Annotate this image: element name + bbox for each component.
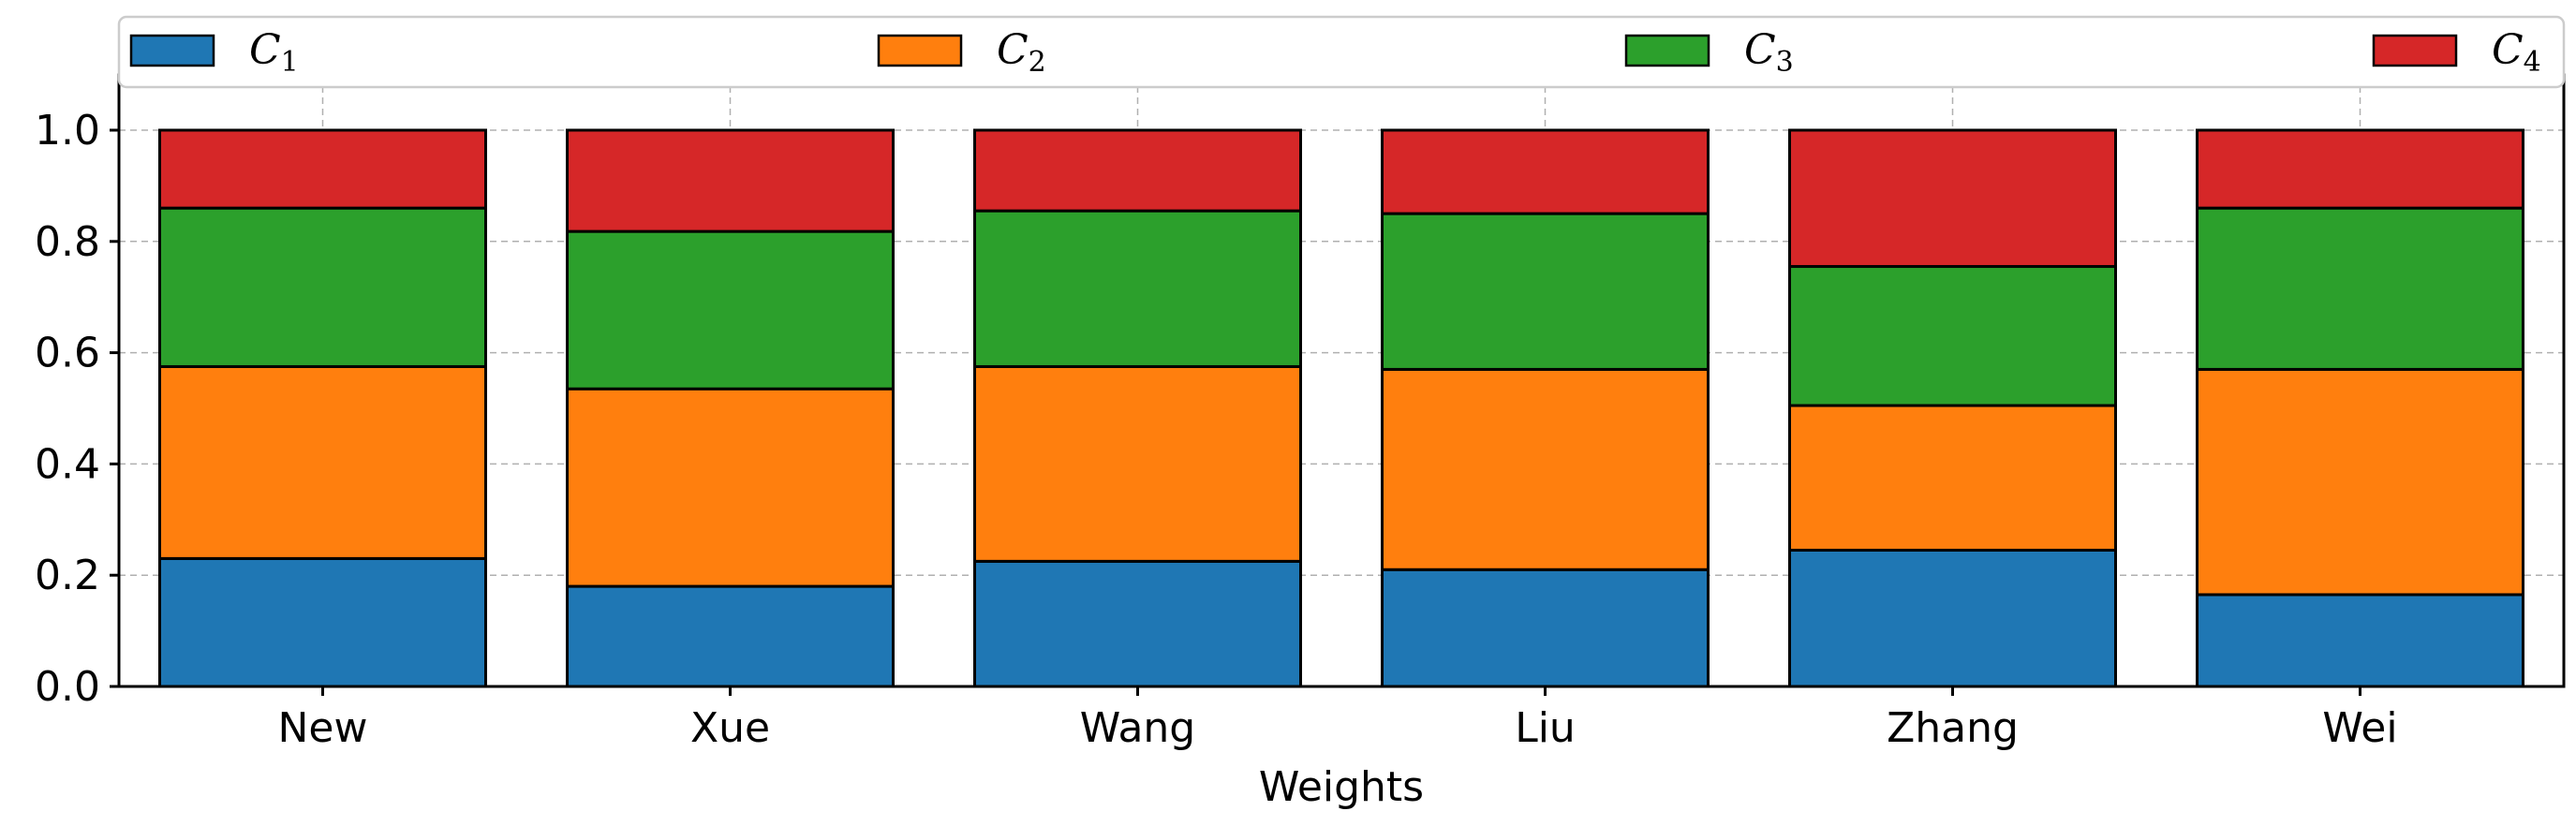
- bar-segment-c2-xue: [566, 387, 895, 588]
- bar-segment-c4-wang: [973, 128, 1302, 213]
- bar-segment-c2-wang: [973, 364, 1302, 563]
- legend-swatch-c1: [129, 34, 215, 67]
- y-axis: 0.0 0.2 0.4 0.6 0.8 1.0: [35, 107, 119, 711]
- x-tick-label-zhang: Zhang: [1887, 704, 2019, 752]
- y-tick-label: 0.2: [35, 552, 100, 599]
- bar-segment-c4-zhang: [1788, 128, 2117, 269]
- bars: [158, 128, 2524, 688]
- y-tick-label: 0.6: [35, 330, 100, 377]
- bar-segment-c2-zhang: [1788, 404, 2117, 552]
- legend-box: [117, 15, 2566, 89]
- legend-label-c4: C4: [2492, 26, 2541, 79]
- x-axis: New Xue Wang Liu Zhang Wei: [278, 686, 2398, 752]
- y-tick-label: 0.4: [35, 440, 100, 488]
- bar-segment-c3-wei: [2196, 206, 2524, 371]
- x-tick-label-xue: Xue: [690, 704, 770, 752]
- bar-segment-c4-xue: [566, 128, 895, 233]
- legend-label-c1: C1: [249, 26, 299, 79]
- x-tick-label-new: New: [278, 704, 368, 752]
- y-tick-label: 1.0: [35, 107, 100, 155]
- bar-segment-c2-liu: [1381, 367, 1710, 571]
- bar-segment-c1-xue: [566, 584, 895, 688]
- bar-segment-c4-liu: [1381, 128, 1710, 215]
- bar-segment-c1-new: [158, 556, 487, 688]
- legend-label-c2: C2: [997, 26, 1046, 79]
- legend-label-c3: C3: [1744, 26, 1794, 79]
- bar-segment-c3-zhang: [1788, 265, 2117, 407]
- x-tick-label-wei: Wei: [2322, 704, 2397, 752]
- legend-swatch-c3: [1624, 34, 1710, 67]
- bar-segment-c2-new: [158, 364, 487, 560]
- bar-segment-c1-liu: [1381, 568, 1710, 688]
- bar-segment-c3-wang: [973, 209, 1302, 368]
- x-axis-label: Weights: [1259, 763, 1424, 811]
- bar-segment-c1-zhang: [1788, 548, 2117, 688]
- bar-segment-c4-new: [158, 128, 487, 210]
- bar-segment-c4-wei: [2196, 128, 2524, 210]
- y-tick-label: 0.8: [35, 218, 100, 266]
- bar-segment-c1-wei: [2196, 593, 2524, 688]
- legend-swatch-c2: [877, 34, 963, 67]
- bar-segment-c1-wang: [973, 559, 1302, 688]
- legend-swatch-c4: [2372, 34, 2458, 67]
- x-tick-label-wang: Wang: [1080, 704, 1195, 752]
- bar-segment-c3-new: [158, 206, 487, 368]
- legend: C1 C2 C3 C4: [117, 15, 2566, 89]
- bar-segment-c2-wei: [2196, 367, 2524, 597]
- bar-segment-c3-liu: [1381, 212, 1710, 371]
- bar-segment-c3-xue: [566, 229, 895, 391]
- y-tick-label: 0.0: [35, 663, 100, 711]
- x-tick-label-liu: Liu: [1515, 704, 1576, 752]
